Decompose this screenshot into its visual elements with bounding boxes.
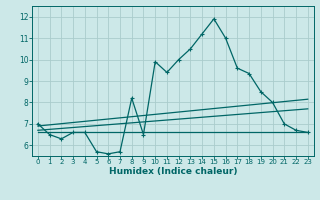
X-axis label: Humidex (Indice chaleur): Humidex (Indice chaleur) (108, 167, 237, 176)
